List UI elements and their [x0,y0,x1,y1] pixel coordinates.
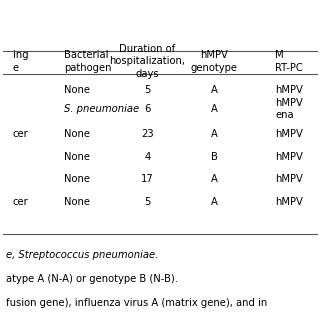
Text: None: None [64,174,90,184]
Text: cer: cer [13,196,28,207]
Text: A: A [211,129,218,140]
Text: cer: cer [13,129,28,140]
Text: hMPV: hMPV [275,174,303,184]
Text: hMPV: hMPV [275,152,303,162]
Text: A: A [211,174,218,184]
Text: 23: 23 [141,129,154,140]
Text: hMPV: hMPV [275,84,303,95]
Text: A: A [211,84,218,95]
Text: M
RT-PC: M RT-PC [275,50,303,73]
Text: None: None [64,84,90,95]
Text: fusion gene), influenza virus A (matrix gene), and in: fusion gene), influenza virus A (matrix … [6,298,268,308]
Text: Duration of
hospitalization,
days: Duration of hospitalization, days [109,44,185,79]
Text: S. pneumoniae: S. pneumoniae [64,104,139,114]
Text: None: None [64,129,90,140]
Text: atype A (N-A) or genotype B (N-B).: atype A (N-A) or genotype B (N-B). [6,274,179,284]
Text: 6: 6 [144,104,150,114]
Text: ing
e: ing e [13,50,28,73]
Text: 5: 5 [144,196,150,207]
Text: Bacterial
pathogen: Bacterial pathogen [64,50,111,73]
Text: 4: 4 [144,152,150,162]
Text: e, Streptococcus pneumoniae.: e, Streptococcus pneumoniae. [6,250,159,260]
Text: A: A [211,104,218,114]
Text: B: B [211,152,218,162]
Text: hMPV
genotype: hMPV genotype [191,50,238,73]
Text: None: None [64,196,90,207]
Text: None: None [64,152,90,162]
Text: hMPV: hMPV [275,196,303,207]
Text: A: A [211,196,218,207]
Text: hMPV
ena: hMPV ena [275,98,303,120]
Text: 5: 5 [144,84,150,95]
Text: hMPV: hMPV [275,129,303,140]
Text: 17: 17 [141,174,154,184]
